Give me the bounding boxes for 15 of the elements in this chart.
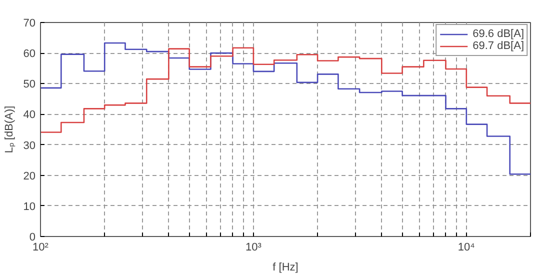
y-tick-label: 60	[23, 48, 36, 60]
y-tick-label: 70	[23, 18, 36, 30]
x-tick-label: 10⁴	[458, 242, 476, 254]
legend-label: 69.6 dB[A]	[472, 28, 524, 40]
y-tick-label: 0	[29, 232, 36, 244]
y-axis-title: Lₚ [dB(A)]	[3, 106, 16, 154]
x-tick-label: 10³	[246, 242, 262, 254]
y-tick-label: 10	[23, 200, 36, 213]
y-tick-label: 30	[23, 140, 36, 152]
legend-label: 69.7 dB[A]	[472, 40, 524, 52]
y-tick-label: 40	[23, 109, 36, 122]
y-tick-label: 20	[23, 170, 36, 182]
y-tick-label: 50	[23, 78, 36, 91]
x-tick-label: 10²	[32, 242, 49, 254]
x-axis-title: f [Hz]	[272, 262, 298, 274]
